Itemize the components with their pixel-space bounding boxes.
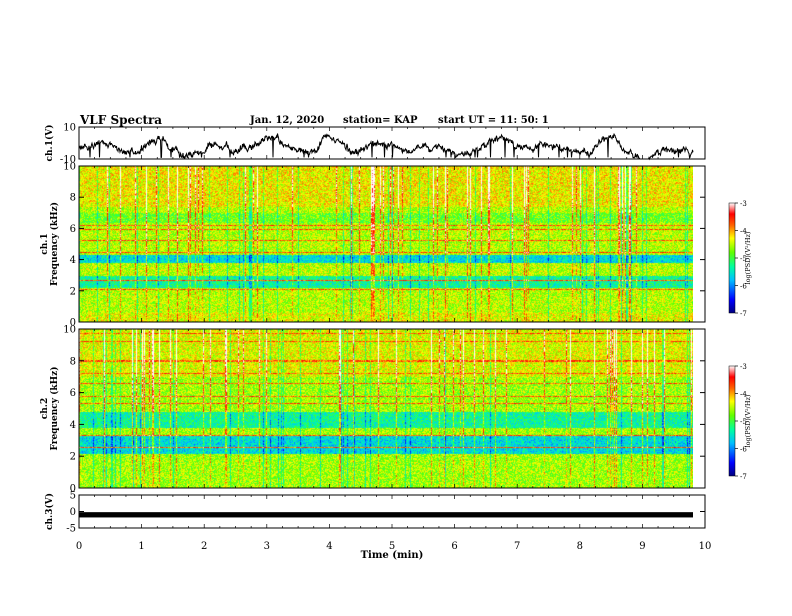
y-tick-label: 0: [70, 507, 76, 518]
y-axis-label: ch.3(V): [44, 493, 55, 530]
y-tick-label: -10: [60, 155, 76, 166]
x-tick-label: 7: [514, 541, 520, 552]
ch1-spectrogram-panel: [79, 166, 693, 322]
y-tick-label: 6: [70, 388, 76, 399]
spectrogram-image: [79, 329, 693, 488]
ch3-trace: [79, 512, 693, 518]
y-axis-label: ch.2: [40, 398, 50, 419]
x-tick-label: 3: [264, 541, 270, 552]
ch1-waveform-panel: [78, 133, 694, 161]
colorbar-tick-label: -7: [740, 473, 747, 481]
x-tick-label: 8: [577, 541, 583, 552]
colorbar-label: log(PSD)(V²/Hz): [744, 394, 752, 447]
colorbar-tick-label: -6: [740, 283, 747, 291]
y-tick-label: 5: [70, 491, 76, 502]
colorbar-tick-label: -5: [740, 255, 747, 263]
start-time-label: start UT = 11: 50: 1: [438, 115, 549, 126]
y-tick-label: 0: [70, 318, 76, 329]
colorbar: [728, 202, 736, 314]
spectrogram-image: [79, 166, 693, 322]
y-tick-label: 0: [70, 484, 76, 495]
y-axis-label: Frequency (kHz): [49, 202, 60, 286]
colorbar-tick-label: -5: [740, 418, 747, 426]
colorbar-tick-label: -3: [740, 200, 747, 208]
x-tick-label: 1: [138, 541, 144, 552]
y-tick-label: 8: [70, 193, 76, 204]
y-tick-label: 10: [63, 123, 76, 134]
x-tick-label: 0: [76, 541, 82, 552]
y-tick-label: 2: [70, 286, 76, 297]
colorbar-tick-label: -6: [740, 446, 747, 454]
x-tick-label: 10: [699, 541, 712, 552]
x-tick-label: 5: [389, 541, 395, 552]
x-tick-label: 6: [451, 541, 457, 552]
figure-title: VLF Spectra: [80, 113, 163, 127]
colorbar-tick-label: -4: [740, 228, 747, 236]
y-tick-label: 4: [70, 420, 76, 431]
colorbar-tick-label: -7: [740, 310, 747, 318]
station-label: station= KAP: [343, 115, 418, 126]
panel-frame: [78, 494, 706, 529]
colorbar: [728, 365, 736, 477]
y-tick-label: 10: [63, 162, 76, 173]
colorbar-tick-label: -4: [740, 391, 747, 399]
y-tick-label: 2: [70, 452, 76, 463]
y-axis-label: ch.1: [40, 233, 50, 254]
x-tick-label: 4: [326, 541, 332, 552]
colorbar-tick-label: -3: [740, 363, 747, 371]
y-tick-label: -5: [66, 524, 76, 535]
date-label: Jan. 12, 2020: [250, 115, 325, 126]
ch3-waveform-panel: [79, 512, 693, 518]
ch1-trace: [78, 133, 694, 161]
colorbar-label: log(PSD)(V²/Hz): [744, 231, 752, 284]
ch2-spectrogram-panel: [79, 329, 693, 488]
x-axis-label: Time (min): [361, 550, 424, 561]
x-tick-label: 2: [201, 541, 207, 552]
y-tick-label: 8: [70, 356, 76, 367]
y-axis-label: ch.1(V): [44, 125, 55, 162]
x-tick-label: 9: [639, 541, 645, 552]
y-tick-label: 10: [63, 325, 76, 336]
y-axis-label: Frequency (kHz): [49, 366, 60, 450]
y-tick-label: 4: [70, 255, 76, 266]
y-tick-label: 6: [70, 224, 76, 235]
